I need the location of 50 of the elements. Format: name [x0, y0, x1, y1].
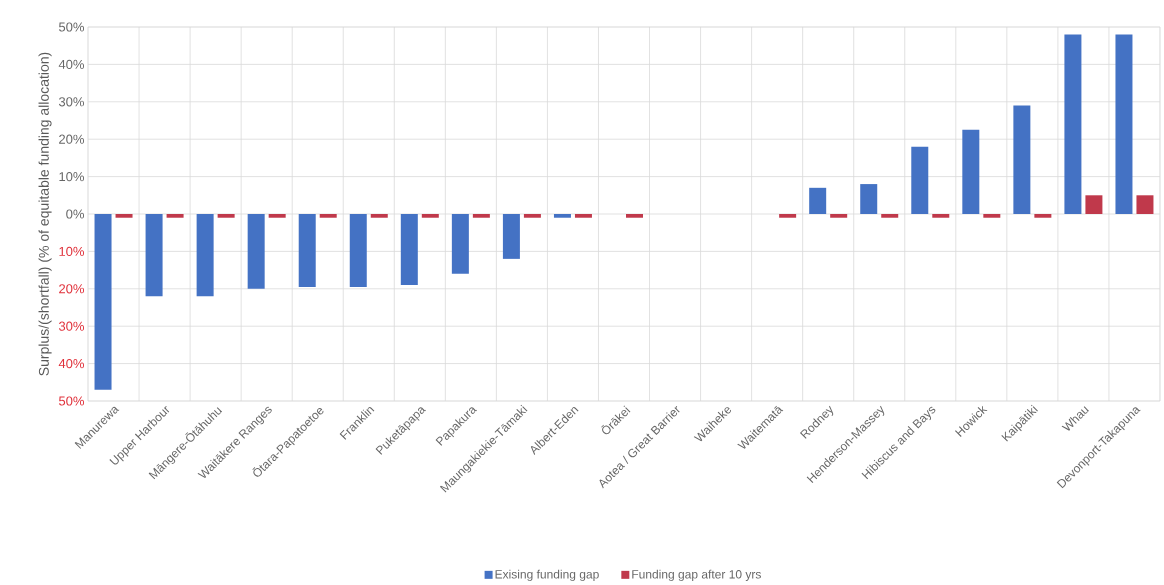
bar [779, 213, 797, 218]
y-tick-label: 50% [58, 396, 85, 406]
y-axis-title: Surplus/(shortfall) (% of equitable funding allocation) [38, 52, 52, 376]
y-tick-label: 10% [59, 246, 85, 256]
bar [860, 184, 878, 214]
bar [1085, 195, 1103, 214]
bar [932, 213, 950, 218]
bar [574, 213, 592, 218]
bar [298, 213, 316, 287]
bar [1136, 195, 1154, 214]
bar [166, 213, 184, 218]
bar [472, 213, 490, 218]
bar [911, 146, 929, 214]
y-tick-label: 30% [58, 321, 85, 331]
bar [809, 187, 827, 214]
bar [268, 213, 286, 218]
bar [1013, 105, 1031, 214]
y-tick-label: 10% [59, 171, 85, 182]
bar [451, 213, 469, 274]
y-tick-label: 30% [58, 97, 85, 107]
bar [962, 129, 980, 214]
bar [1115, 34, 1133, 214]
y-tick-label: 20% [59, 284, 85, 294]
bar [400, 213, 418, 286]
y-tick-label: 40% [58, 59, 85, 69]
y-tick-label: 40% [58, 358, 85, 369]
bar [983, 213, 1001, 218]
bar [196, 213, 214, 297]
bar [626, 213, 643, 218]
y-tick-label: 20% [59, 134, 85, 144]
bar [370, 213, 388, 218]
bar [145, 213, 163, 297]
legend-label: Funding gap after 10 yrs [632, 569, 761, 581]
bar [830, 213, 848, 218]
bar [523, 213, 541, 218]
y-tick-label: 0% [66, 209, 85, 219]
bar [502, 213, 520, 259]
bar [217, 213, 235, 218]
y-tick-label: 50% [58, 22, 85, 32]
bar [553, 213, 571, 218]
legend-label: Exising funding gap [495, 569, 599, 581]
bar [1064, 34, 1082, 214]
bar [1034, 213, 1052, 218]
bar [94, 213, 112, 390]
bar [319, 213, 337, 218]
bar [349, 213, 367, 287]
bar [247, 213, 265, 289]
bar [881, 213, 899, 218]
bar [115, 213, 133, 218]
bar [421, 213, 439, 218]
